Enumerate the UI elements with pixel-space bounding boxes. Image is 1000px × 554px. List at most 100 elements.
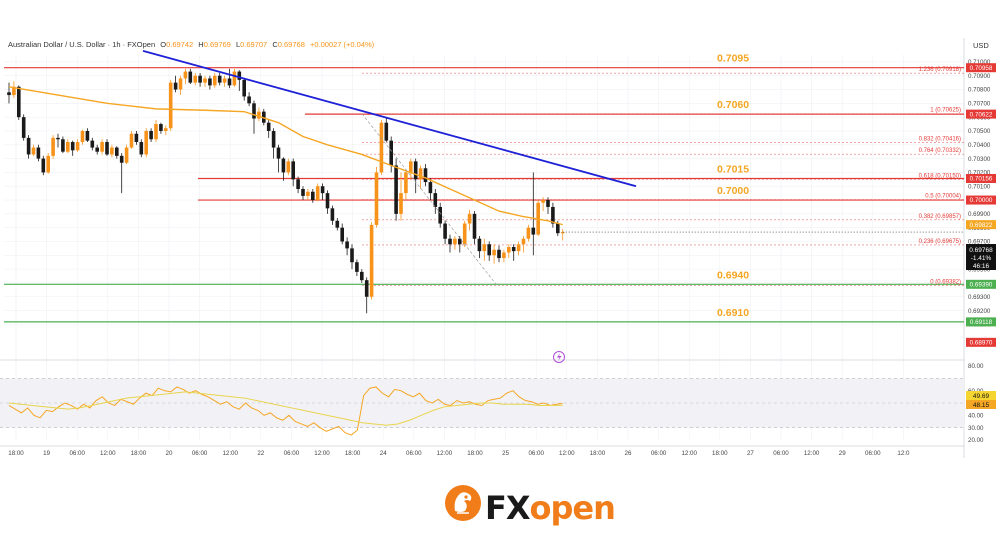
y-tick-label: 0.70300 [968,156,991,163]
price-badge-text: 0.70156 [970,176,993,183]
candle [242,78,246,101]
candle-body [433,193,438,207]
candle [21,114,26,141]
fib-anchor-line [361,113,498,286]
candle [110,144,114,158]
candle [335,218,340,231]
candle-body [232,71,237,86]
candle [90,137,95,151]
x-tick-label: 22 [257,450,264,457]
rsi-value-badge [966,391,996,400]
price-badge-bg [966,279,996,289]
candle-body [458,238,462,245]
candle [281,157,286,181]
candle-body [134,133,139,143]
candle [134,130,139,145]
candle [497,245,501,263]
candle-body [311,191,315,201]
candle [276,144,281,173]
candle-body [384,122,389,141]
price-badge-bg [966,220,996,230]
candle [458,235,462,253]
candle [296,176,300,194]
candle-body [164,128,168,131]
candle [423,164,428,187]
candle [203,75,207,87]
level-lines-layer: 0.7095 0.7060 0.7015 0.7000 0.6940 0.6910 1.23… [4,53,964,323]
candle-body [291,161,295,180]
x-tick-label: 18:00 [467,450,483,457]
rsi-tick-label: 40.00 [968,413,984,420]
candle [115,146,119,159]
candle [364,277,369,314]
candle [12,81,16,98]
candle [472,211,477,245]
y-tick-label: 0.70800 [968,87,991,94]
candle-body [399,193,403,214]
candle [487,241,491,261]
candle [124,144,129,165]
fib-label: 0.832 (0.70416) [919,137,961,143]
candle-body [188,71,193,83]
candle [409,158,413,180]
price-badge: 0.70156 [966,173,996,183]
candle [492,244,496,264]
candle-body [413,161,418,180]
candle [75,139,80,152]
candle [369,222,374,300]
x-tick-label: 18:00 [8,450,24,457]
candle [159,122,163,134]
level-label: 0.6940 [717,269,749,281]
candle [330,205,335,225]
x-tick-label: 06:00 [528,450,544,457]
candle [193,72,197,86]
price-badge-text: 0.68970 [970,340,993,347]
rsi-tick-label: 80.00 [968,363,984,370]
candle-body [487,244,491,256]
candle [345,237,349,256]
price-badge-text: 0.69822 [970,222,993,229]
candle [257,107,261,122]
candle-body [26,137,31,155]
lightning-icon[interactable] [553,351,565,363]
candle-body [242,79,246,97]
price-badge: 0.69118 [966,317,996,327]
candle-body [56,137,60,140]
candle-body [110,147,114,155]
candle [17,85,21,120]
x-tick-label: 06:00 [865,450,881,457]
price-badge-bg [966,109,996,119]
candle [252,100,256,134]
candle-body [423,168,428,183]
candle [531,172,536,256]
candle-body [492,249,496,256]
candle-body [217,75,222,83]
countdown-text: 46:16 [973,263,990,270]
y-tick-label: 0.70400 [968,142,991,149]
candle-body [531,227,536,235]
x-tick-label: 12:00 [559,450,575,457]
x-tick-label: 12:0 [897,450,910,457]
y-tick-label: 0.69900 [968,211,991,218]
candle [266,119,271,138]
price-badge: 0.69390 [966,279,996,289]
x-tick-label: 27 [747,450,754,457]
candle-body [394,165,398,214]
candle-body [198,75,202,83]
fib-label: 0.618 (0.70150) [919,173,961,179]
candle-body [551,206,555,224]
candle [438,202,442,228]
candle-body [350,248,354,263]
rsi-tick-label: 30.00 [968,425,984,432]
candle [217,72,222,86]
candle [144,128,148,158]
candle [178,75,183,96]
candle-body [477,238,482,252]
candle-body [556,223,560,234]
candle-body [462,223,467,245]
candle [526,224,531,242]
candle-body [119,155,124,163]
candle-body [546,200,550,207]
